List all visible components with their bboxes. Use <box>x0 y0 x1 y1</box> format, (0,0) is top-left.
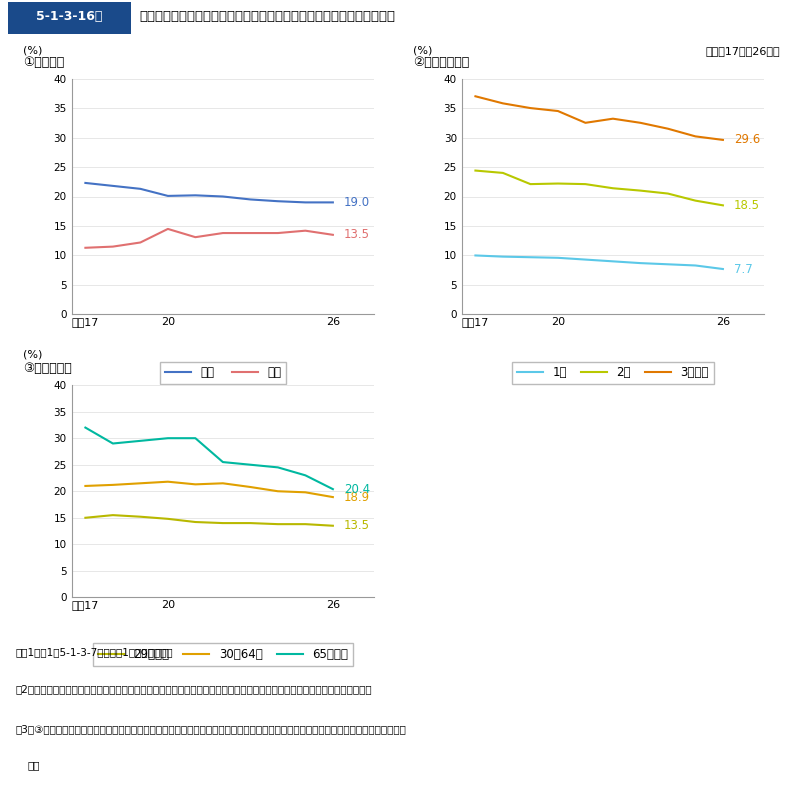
Text: (%): (%) <box>23 45 43 55</box>
Text: 5-1-3-16図: 5-1-3-16図 <box>36 10 103 24</box>
Text: ①　男女別: ① 男女別 <box>23 56 64 69</box>
Text: 、2『２年以内再入率』は，各年の出所受刑者の人員に占める，出所年の習年の年末までに再入所した者の人員の比率をいう。: 、2『２年以内再入率』は，各年の出所受刑者の人員に占める，出所年の習年の年末まで… <box>16 684 373 694</box>
Text: 7.7: 7.7 <box>734 263 753 276</box>
Text: 20.4: 20.4 <box>344 483 370 496</box>
Text: ②　入所度数別: ② 入所度数別 <box>413 56 470 69</box>
Text: 出所受刑者の２年以内再入率の推移（男女別，入所度数別，年齢層別）: 出所受刑者の２年以内再入率の推移（男女別，入所度数別，年齢層別） <box>139 10 396 24</box>
Text: (%): (%) <box>23 350 43 360</box>
Text: (%): (%) <box>413 45 433 55</box>
Text: 29.6: 29.6 <box>734 134 760 146</box>
Legend: 29歳以下, 30～64歳, 65歳以上: 29歳以下, 30～64歳, 65歳以上 <box>93 643 353 666</box>
Text: ③　年齢層別: ③ 年齢層別 <box>23 362 72 374</box>
Text: 13.5: 13.5 <box>344 520 370 532</box>
Text: 18.5: 18.5 <box>734 199 760 212</box>
Text: る。: る。 <box>27 761 40 770</box>
Bar <box>8 2 131 34</box>
Text: 、3　③の「年齢層」は，前刑出所時の年齢による。再入者の前刑出所時年齢は，再入所時の年齢及び前刑出所年から算出した推計値であ: 、3 ③の「年齢層」は，前刑出所時の年齢による。再入者の前刑出所時年齢は，再入所… <box>16 724 407 734</box>
Text: 注　1　、1　5-1-3-7図の脚注1及び２に同じ。: 注 1 、1 5-1-3-7図の脚注1及び２に同じ。 <box>16 648 174 657</box>
Text: 19.0: 19.0 <box>344 196 370 209</box>
Text: 18.9: 18.9 <box>344 490 370 504</box>
Legend: 1度, 2度, 3度以上: 1度, 2度, 3度以上 <box>512 362 714 384</box>
Text: （平成17年～26年）: （平成17年～26年） <box>705 46 780 56</box>
Legend: 男性, 女性: 男性, 女性 <box>160 362 286 384</box>
Text: 13.5: 13.5 <box>344 228 370 241</box>
